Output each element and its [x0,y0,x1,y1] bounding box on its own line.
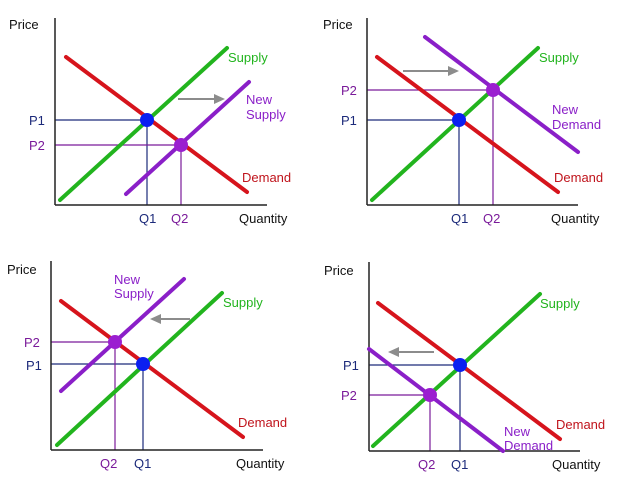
demand-curve [375,55,560,194]
new-supply-curve [124,80,251,196]
new-equilibrium-point [486,83,500,97]
x-axis-label: Quantity [239,211,288,226]
x-axis-label: Quantity [551,211,600,226]
new-supply-label-line2: Supply [114,286,154,301]
demand-label: Demand [238,415,287,430]
q2-label: Q2 [418,457,435,472]
demand-curve [64,55,249,194]
new-supply-label-line1: New [246,92,273,107]
p1-label: P1 [26,358,42,373]
demand-curve [59,299,245,439]
p2-label: P2 [341,83,357,98]
new-demand-label-line2: Demand [504,438,553,453]
q2-label: Q2 [171,211,188,226]
q1-label: Q1 [451,457,468,472]
y-axis-label: Price [9,17,39,32]
demand-curve [376,301,562,441]
shift-arrow-left-icon [150,314,190,324]
y-axis-label: Price [323,17,353,32]
p1-label: P1 [341,113,357,128]
q2-label: Q2 [483,211,500,226]
q1-label: Q1 [139,211,156,226]
shift-arrow-right-icon [178,94,225,104]
original-equilibrium-point [136,357,150,371]
new-equilibrium-point [108,335,122,349]
supply-label: Supply [539,50,579,65]
demand-label: Demand [556,417,605,432]
new-equilibrium-point [423,388,437,402]
supply-label: Supply [223,295,263,310]
demand-label: Demand [554,170,603,185]
y-axis-label: Price [7,262,37,277]
original-equilibrium-point [140,113,154,127]
new-supply-curve [59,277,186,393]
q1-label: Q1 [451,211,468,226]
panel-demand-decrease: Price Quantity Supply Demand New Demand … [324,262,605,472]
p2-label: P2 [341,388,357,403]
original-equilibrium-point [452,113,466,127]
new-equilibrium-point [174,138,188,152]
panel-supply-increase: Price Quantity Supply Demand New Supply … [9,17,291,226]
new-supply-label-line2: Supply [246,107,286,122]
p2-label: P2 [24,335,40,350]
supply-label: Supply [540,296,580,311]
supply-label: Supply [228,50,268,65]
new-demand-label-line1: New [504,424,531,439]
q1-label: Q1 [134,456,151,471]
shift-arrow-left-icon [388,347,434,357]
new-demand-curve [367,347,505,453]
demand-label: Demand [242,170,291,185]
x-axis-label: Quantity [236,456,285,471]
x-axis-label: Quantity [552,457,601,472]
shift-arrow-right-icon [403,66,459,76]
panel-supply-decrease: Price Quantity Supply Demand New Supply … [7,261,287,471]
p2-label: P2 [29,138,45,153]
panel-demand-increase: Price Quantity Supply Demand New Demand … [323,17,603,226]
q2-label: Q2 [100,456,117,471]
original-equilibrium-point [453,358,467,372]
y-axis-label: Price [324,263,354,278]
new-demand-label-line1: New [552,102,579,117]
new-demand-curve [423,35,580,154]
p1-label: P1 [29,113,45,128]
p1-label: P1 [343,358,359,373]
new-demand-label-line2: Demand [552,117,601,132]
new-supply-label-line1: New [114,272,141,287]
